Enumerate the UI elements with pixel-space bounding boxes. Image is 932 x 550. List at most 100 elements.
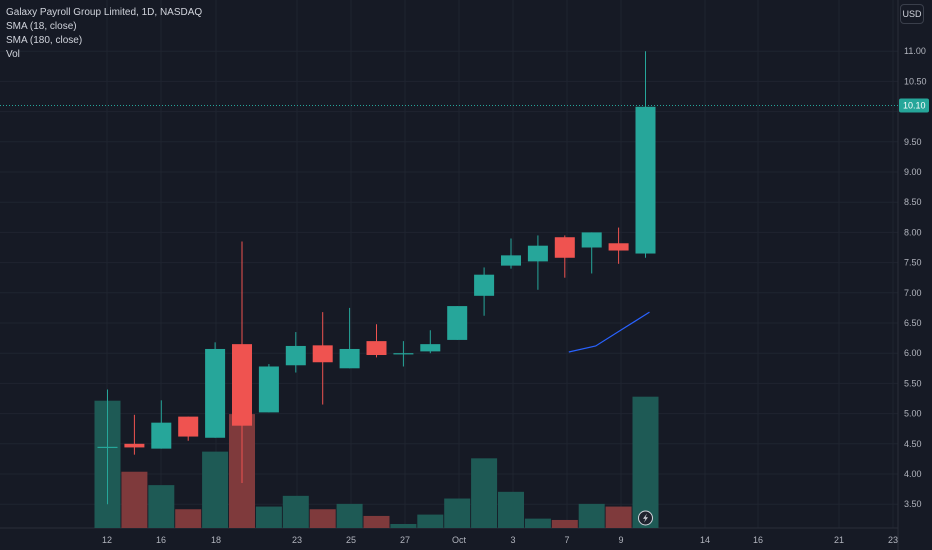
time-tick-label: 7 (564, 535, 569, 545)
time-tick-label: 14 (700, 535, 710, 545)
time-tick-label: 23 (292, 535, 302, 545)
volume-bar (175, 509, 202, 528)
currency-button[interactable]: USD (900, 4, 924, 24)
candle (205, 342, 226, 438)
candle (124, 414, 145, 455)
volume-bar (551, 519, 578, 528)
sma-18-polyline (568, 311, 650, 353)
time-tick-label: 25 (346, 535, 356, 545)
price-axis-labels: 3.50 4.00 4.50 5.00 5.50 6.00 6.50 7.00 7.50 8.00… (904, 46, 927, 509)
candle-body (393, 353, 414, 355)
time-tick-label: 12 (102, 535, 112, 545)
candle-body (366, 341, 387, 356)
candles (97, 51, 656, 505)
candle-body (258, 366, 279, 413)
candle (339, 307, 360, 369)
last-price-tag-bg (899, 98, 929, 113)
time-tick-label: 16 (156, 535, 166, 545)
sma-18-line (568, 311, 650, 353)
candle-body (581, 232, 602, 248)
price-tick-label: 7.00 (904, 288, 922, 298)
volume-bar (363, 515, 390, 528)
last-price-tag: 10.10 (899, 98, 929, 113)
grid-lines (0, 0, 898, 528)
chart-legend: Galaxy Payroll Group Limited, 1D, NASDAQ… (6, 6, 202, 62)
time-tick-label: 21 (834, 535, 844, 545)
price-tick-label: 6.50 (904, 318, 922, 328)
candle (393, 341, 414, 367)
price-tick-label: 8.00 (904, 227, 922, 237)
time-tick-label: 18 (211, 535, 221, 545)
lightning-icon-bolt (643, 513, 648, 523)
legend-sma-18: SMA (18, close) (6, 21, 77, 32)
candle (258, 364, 279, 413)
candle (608, 227, 629, 264)
price-tick-label: 4.50 (904, 439, 922, 449)
volume-bar (282, 495, 309, 528)
candle (232, 241, 252, 484)
candle (635, 51, 656, 258)
price-tick-label: 11.00 (904, 46, 926, 56)
candle-body (339, 348, 360, 369)
candle-body (447, 306, 468, 340)
time-tick-label: 23 (888, 535, 898, 545)
price-tick-label: 8.50 (904, 197, 922, 207)
candle-body (205, 348, 226, 438)
price-tick-label: 9.50 (904, 137, 922, 147)
time-tick-label: Oct (452, 535, 467, 545)
candle (97, 389, 118, 505)
candle (285, 332, 306, 373)
volume-bar (578, 503, 605, 528)
volume-bar (444, 498, 471, 528)
volume-bar (498, 491, 524, 528)
candle-body (151, 422, 172, 449)
candle (447, 306, 468, 340)
candle-body (635, 106, 656, 254)
legend-title: Galaxy Payroll Group Limited, 1D, NASDAQ (6, 7, 203, 18)
candle-body (178, 416, 199, 437)
time-axis-labels: 12 16 18 23 25 27 Oct 3 7 9 14 16 21 23 (102, 535, 898, 545)
volume-bar (202, 451, 229, 528)
time-tick-label: 27 (400, 535, 410, 545)
volume-bar (605, 506, 632, 528)
price-tick-label: 9.00 (904, 167, 922, 177)
candle (312, 312, 333, 405)
candle-body (420, 344, 441, 352)
time-tick-label: 16 (753, 535, 763, 545)
volume-bar (471, 458, 498, 528)
time-tick-label: 3 (510, 535, 515, 545)
candle-body (501, 255, 521, 266)
last-price-tag-label: 10.10 (903, 101, 926, 111)
volume-bar (336, 503, 363, 528)
lightning-icon (638, 510, 653, 526)
volume-bar (148, 485, 175, 528)
time-tick-label: 9 (618, 535, 623, 545)
candle-body (97, 446, 118, 449)
price-tick-label: 6.00 (904, 348, 922, 358)
candle-body (474, 274, 495, 296)
candle-body (554, 237, 575, 258)
volume-bar (121, 471, 148, 528)
price-tick-label: 5.00 (904, 409, 922, 419)
candle (178, 416, 199, 441)
candle (151, 400, 172, 449)
volume-bar (524, 518, 551, 528)
candle (366, 324, 387, 358)
candle-body (608, 243, 629, 251)
candle (474, 267, 495, 316)
candle-body (232, 344, 252, 426)
candle (554, 235, 575, 278)
candle (527, 235, 548, 290)
candle-body (312, 345, 333, 363)
candle (420, 330, 441, 354)
legend-vol: Vol (6, 49, 20, 60)
candle-body (527, 245, 548, 262)
volume-bars (94, 396, 659, 528)
volume-bar (417, 514, 444, 528)
price-tick-label: 10.50 (904, 76, 927, 86)
volume-bar (255, 506, 282, 528)
volume-bar (390, 523, 417, 528)
price-tick-label: 3.50 (904, 499, 922, 509)
candle-body (285, 345, 306, 366)
